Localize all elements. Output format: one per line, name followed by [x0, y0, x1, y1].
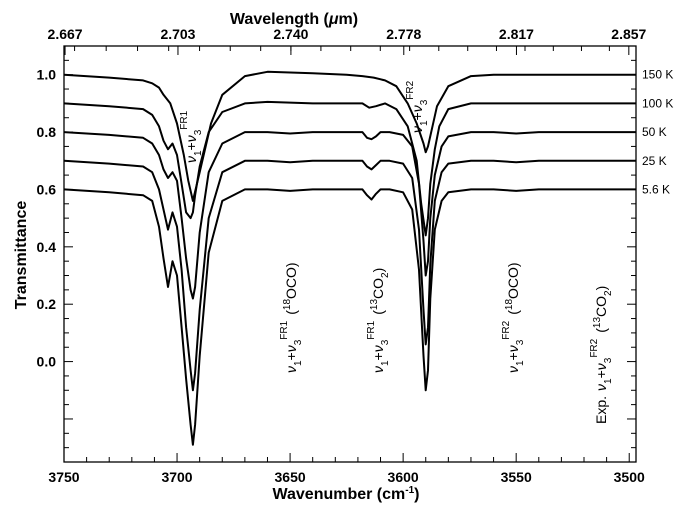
annotation-exp-fr2-13co2: Exp.ν1+ν3FR2(13CO2) — [589, 286, 614, 424]
y-tick-label: 0.2 — [37, 296, 57, 312]
y-axis-title: Transmittance — [13, 201, 30, 310]
y-tick-label: 0.4 — [37, 239, 57, 255]
tick-labels: 3750 3700 3650 3600 3550 3500 2.667 2.703 2.740 2… — [37, 26, 647, 485]
top-tick-label: 2.857 — [611, 26, 646, 42]
x-tick-label: 3600 — [388, 469, 419, 485]
svg-text:ν1+ν3FR1(13CO2): ν1+ν3FR1(13CO2) — [366, 268, 391, 373]
plot-frame — [63, 45, 637, 463]
x-tick-label: 3700 — [161, 469, 192, 485]
series-label-100-k: 100 K — [642, 96, 673, 110]
top-tick-label: 2.817 — [499, 26, 534, 42]
top-axis-title: Wavelength (μm) — [230, 11, 358, 28]
mu-symbol: μ — [328, 11, 339, 28]
annotation-fr2-18oco: ν1+ν3FR2(18OCO) — [501, 262, 526, 373]
top-tick-label: 2.703 — [160, 26, 195, 42]
top-tick-label: 2.778 — [386, 26, 421, 42]
annotation-fr1-18oco: ν1+ν3FR1(18OCO) — [279, 262, 304, 373]
annotation-fr2: ν1+ν3FR2 — [405, 80, 430, 133]
series-line-100-k — [63, 100, 636, 237]
series-label-25-k: 25 K — [642, 154, 667, 168]
svg-text:ν1+ν3FR1: ν1+ν3FR1 — [179, 110, 204, 163]
series-label-5-6-k: 5.6 K — [642, 182, 670, 196]
series-line-5-6-k — [63, 188, 636, 446]
series-line-150-k — [63, 70, 636, 202]
x-axis-title: Wavenumber (cm-1) — [272, 485, 419, 503]
svg-text:ν1+ν3FR2: ν1+ν3FR2 — [405, 80, 430, 133]
y-tick-label: 0.6 — [37, 181, 57, 197]
y-tick-label: 0.0 — [37, 354, 57, 370]
annotation-fr1: ν1+ν3FR1 — [179, 110, 204, 163]
top-tick-label: 2.740 — [273, 26, 308, 42]
x-tick-label: 3500 — [614, 469, 645, 485]
series-line-50-k — [63, 131, 636, 300]
y-tick-label: 0.8 — [37, 124, 57, 140]
series-label-50-k: 50 K — [642, 125, 667, 139]
series-label-150-k: 150 K — [642, 68, 673, 82]
top-tick-label: 2.667 — [48, 26, 83, 42]
series-group — [63, 70, 636, 446]
annotation-fr1-13co2: ν1+ν3FR1(13CO2) — [366, 268, 391, 373]
x-tick-label: 3750 — [48, 469, 79, 485]
svg-text:ν1+ν3FR1(18OCO): ν1+ν3FR1(18OCO) — [279, 262, 304, 373]
svg-text:ν1+ν3FR2(18OCO): ν1+ν3FR2(18OCO) — [501, 262, 526, 373]
x-tick-label: 3550 — [501, 469, 532, 485]
series-line-25-k — [63, 159, 636, 392]
y-tick-label: 1.0 — [37, 67, 57, 83]
x-tick-label: 3650 — [275, 469, 306, 485]
temperature-labels: 150 K 100 K 50 K 25 K 5.6 K — [642, 68, 673, 197]
svg-text:Exp.ν1+ν3FR2(13CO2): Exp.ν1+ν3FR2(13CO2) — [589, 286, 614, 424]
axis-ticks — [63, 45, 636, 462]
